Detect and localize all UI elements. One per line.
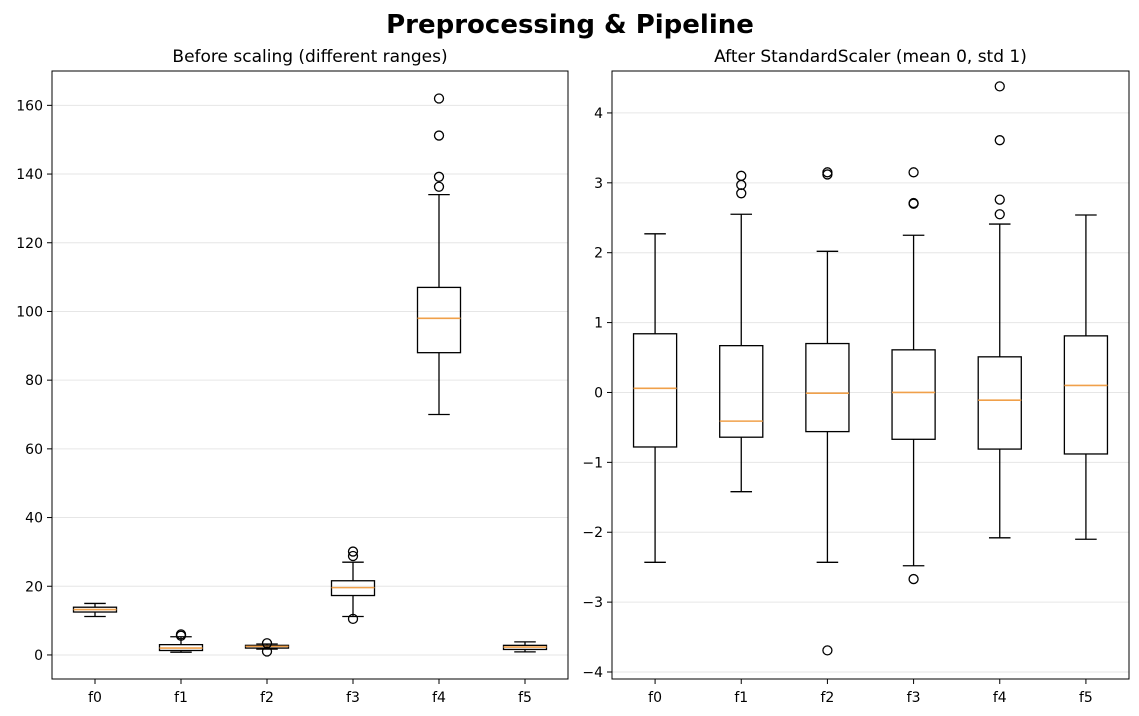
before-xtick-label: f1 [174, 690, 188, 706]
after-outlier-0 [822, 645, 833, 656]
before-outlier-0 [347, 613, 359, 625]
after-outlier-0 [994, 209, 1005, 220]
before-ytick-label: 80 [25, 373, 43, 389]
after-chart-title: After StandardScaler (mean 0, std 1) [714, 47, 1027, 67]
before-outlier-1 [175, 629, 187, 640]
after-outlier-3 [908, 167, 919, 178]
after-iqr-box [891, 349, 936, 440]
before-outlier-3 [433, 93, 445, 104]
after-xtick-label: f2 [820, 690, 834, 706]
before-box-f0 [72, 602, 118, 618]
before-outlier-1 [261, 638, 273, 649]
after-ytick-label: 1 [594, 316, 603, 332]
after-xtick-label: f1 [734, 690, 748, 706]
after-xtick-label: f3 [907, 690, 921, 706]
before-box-f1 [158, 629, 204, 653]
before-xtick-label: f5 [518, 690, 532, 706]
after-ytick-label: −1 [582, 455, 603, 471]
after-box-f1 [719, 170, 764, 493]
before-outlier-2 [433, 130, 445, 141]
after-iqr-box [977, 356, 1022, 450]
after-outlier-2 [994, 135, 1005, 146]
before-box-f5 [502, 641, 548, 653]
after-ytick-label: 2 [594, 246, 603, 262]
before-xtick-label: f3 [346, 690, 360, 706]
after-ytick-label: −3 [582, 595, 603, 611]
after-iqr-box [632, 333, 678, 448]
before-ytick-label: 140 [16, 167, 43, 183]
before-ytick-label: 20 [25, 579, 43, 595]
after-outlier-2 [736, 170, 747, 181]
before-box-f4 [416, 93, 462, 416]
before-xtick-label: f0 [88, 690, 102, 706]
after-box-f2 [805, 167, 850, 656]
before-xtick-label: f4 [432, 690, 446, 706]
after-outlier-1 [994, 194, 1005, 205]
before-outlier-1 [347, 550, 359, 562]
after-iqr-box [719, 344, 764, 438]
before-outlier-0 [261, 646, 273, 657]
before-box-f2 [244, 638, 290, 657]
before-outlier-0 [433, 181, 445, 192]
after-xtick-label: f0 [648, 690, 662, 706]
chart-after-standard-scaler: −4 −3 −2 −1 0 1 2 3 4 f0 f1 f2 f3 f4 f5 After StandardS… [582, 47, 1130, 706]
after-box-f0 [632, 233, 678, 563]
after-outlier-3 [994, 81, 1005, 92]
after-box-f4 [977, 81, 1022, 539]
before-ytick-label: 120 [16, 236, 43, 252]
before-ytick-label: 60 [25, 442, 43, 458]
before-xtick-label: f2 [260, 690, 274, 706]
before-outlier-2 [347, 546, 359, 557]
before-chart-title: Before scaling (different ranges) [172, 47, 447, 67]
after-ytick-label: −2 [582, 525, 603, 541]
before-axes-frame [51, 70, 569, 680]
after-ytick-label: −4 [582, 665, 603, 681]
before-ytick-label: 0 [34, 648, 43, 664]
before-ytick-label: 40 [25, 511, 43, 527]
after-outlier-2 [822, 167, 833, 178]
after-box-f3 [891, 167, 936, 585]
after-ytick-label: 4 [594, 106, 603, 122]
before-box-f3 [330, 546, 376, 625]
after-iqr-box [805, 342, 850, 433]
before-iqr-box [416, 286, 462, 354]
before-outlier-1 [433, 171, 445, 182]
after-outlier-2 [908, 197, 919, 209]
after-xtick-label: f5 [1079, 690, 1093, 706]
figure-suptitle: Preprocessing & Pipeline [386, 10, 754, 40]
after-ytick-label: 3 [594, 176, 603, 192]
chart-before-scaling: 0 20 40 60 80 100 120 140 160 f0 f1 f2 f3 f4 f5 Before … [16, 47, 569, 706]
after-axes-frame [611, 70, 1130, 680]
after-ytick-label: 0 [594, 385, 603, 401]
after-box-f5 [1063, 214, 1109, 540]
after-iqr-box [1063, 335, 1109, 455]
before-ytick-label: 100 [16, 304, 43, 320]
after-xtick-label: f4 [993, 690, 1007, 706]
before-ytick-label: 160 [16, 98, 43, 114]
after-outlier-0 [908, 573, 919, 585]
